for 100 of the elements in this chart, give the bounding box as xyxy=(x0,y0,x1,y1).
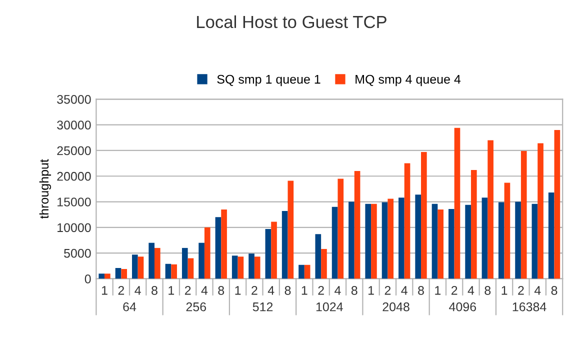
bar xyxy=(132,254,138,279)
y-tick-label: 5000 xyxy=(64,248,91,258)
bar xyxy=(470,170,477,279)
bar xyxy=(388,198,394,279)
x-tick-label: 4 xyxy=(534,286,541,295)
x-tick-label: 8 xyxy=(152,286,158,295)
legend-label: SQ smp 1 queue 1 xyxy=(217,74,320,86)
x-tick-label: 8 xyxy=(284,286,291,295)
x-tick-label: 4 xyxy=(268,286,274,295)
bar xyxy=(398,198,404,279)
x-tick-label: 8 xyxy=(484,286,491,295)
bar xyxy=(248,254,254,279)
bar xyxy=(188,258,194,279)
bar xyxy=(548,192,554,279)
x-tick-label: 2 xyxy=(451,286,458,295)
bar xyxy=(298,264,304,279)
bar xyxy=(98,274,105,279)
bar xyxy=(421,152,427,279)
x-tick-label: 2 xyxy=(384,286,391,295)
bar xyxy=(332,206,338,279)
x-tick-label: 2 xyxy=(184,286,191,295)
bar xyxy=(465,204,471,279)
y-tick-label: 35000 xyxy=(57,94,91,104)
x-tick-label: 4 xyxy=(401,286,408,295)
y-tick-label: 15000 xyxy=(58,198,91,206)
bar xyxy=(154,248,160,279)
bar xyxy=(371,204,377,279)
bar xyxy=(198,242,204,279)
text: 256 xyxy=(186,302,206,312)
bar xyxy=(254,256,260,279)
bar xyxy=(182,248,188,279)
bar xyxy=(498,202,504,279)
x-tick-label: 4 xyxy=(468,286,474,295)
bar xyxy=(438,209,444,279)
bar xyxy=(538,143,544,279)
x-tick-label: 1 xyxy=(502,286,508,295)
bar xyxy=(482,198,488,279)
bar xyxy=(138,256,144,279)
y-tick-label: 30000 xyxy=(57,120,91,130)
bar xyxy=(265,228,272,279)
x-tick-label: 1 xyxy=(235,286,241,295)
text: 2048 xyxy=(382,302,410,312)
bar xyxy=(554,130,560,279)
bar xyxy=(165,264,172,279)
text: 16384 xyxy=(512,302,546,312)
bar xyxy=(232,256,238,279)
bar xyxy=(504,182,510,279)
bar xyxy=(515,202,521,279)
text: 1024 xyxy=(316,302,343,312)
bar xyxy=(321,248,327,279)
bar xyxy=(520,150,527,279)
bar xyxy=(104,274,110,279)
y-axis-title: throughput xyxy=(39,159,52,219)
legend-label: MQ smp 4 queue 4 xyxy=(356,74,461,86)
bar xyxy=(432,204,438,279)
bar xyxy=(115,268,122,279)
y-tick-label: 10000 xyxy=(58,223,91,232)
x-tick-label: 8 xyxy=(218,286,224,295)
bar xyxy=(148,242,154,279)
x-tick-label: 2 xyxy=(252,286,258,295)
x-tick-label: 1 xyxy=(102,286,108,295)
bar xyxy=(454,128,460,279)
x-tick-label: 4 xyxy=(334,286,341,295)
bar xyxy=(404,163,410,279)
x-tick-label: 2 xyxy=(518,286,524,295)
bar xyxy=(488,140,494,279)
x-tick-label: 1 xyxy=(302,286,308,295)
bar xyxy=(338,178,344,279)
bar xyxy=(282,211,288,279)
bar xyxy=(238,256,244,279)
y-tick-label: 25000 xyxy=(57,146,91,156)
text: 4096 xyxy=(449,302,476,312)
bar xyxy=(348,202,354,279)
bar xyxy=(215,217,222,279)
x-tick-label: 8 xyxy=(418,286,424,295)
x-tick-label: 1 xyxy=(435,286,441,295)
bar xyxy=(315,234,322,279)
x-tick-label: 2 xyxy=(318,286,324,295)
x-tick-label: 8 xyxy=(551,286,558,295)
bar xyxy=(288,180,294,279)
x-tick-label: 4 xyxy=(201,286,208,295)
bar xyxy=(271,222,277,279)
bar xyxy=(121,268,128,279)
x-tick-label: 1 xyxy=(168,286,174,295)
x-tick-label: 4 xyxy=(134,286,141,295)
y-tick-label: 20000 xyxy=(57,172,91,181)
x-tick-label: 8 xyxy=(351,286,358,295)
bar xyxy=(415,194,422,279)
bar xyxy=(448,208,454,279)
bar xyxy=(354,171,360,279)
bar xyxy=(304,264,310,279)
x-tick-label: 1 xyxy=(368,286,374,295)
bar xyxy=(382,202,388,279)
bar xyxy=(532,204,538,279)
y-tick-label: 0 xyxy=(84,274,91,284)
chart-title: Local Host to Guest TCP xyxy=(197,15,386,28)
bar xyxy=(365,204,372,279)
text: 512 xyxy=(252,302,273,312)
bar xyxy=(171,264,177,279)
bar xyxy=(204,227,210,279)
